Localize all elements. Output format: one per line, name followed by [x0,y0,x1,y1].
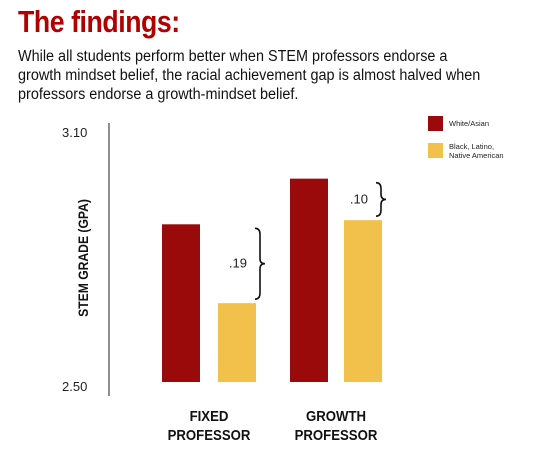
page-title: The findings: [18,4,180,39]
gap-label-1: .10 [350,191,368,206]
x-category-label-0-0: FIXED [190,407,229,424]
legend-swatch-1 [428,143,443,158]
gap-bracket-0 [254,227,266,300]
bar-black-latino-native-fixed [218,303,256,382]
gap-label-0: .19 [229,256,247,271]
y-axis-label: STEM GRADE (GPA) [75,199,91,317]
bar-black-latino-native-growth [344,220,382,382]
x-category-label-1-0: GROWTH [306,407,366,424]
y-tick-label-bottom: 2.50 [62,379,87,394]
x-category-label-0-1: PROFESSOR [168,426,251,443]
legend-label-1-0: Black, Latino, [449,142,494,151]
legend-label-0-0: White/Asian [449,119,489,128]
bar-white-asian-fixed [162,224,200,382]
page-subtitle: While all students perform better when S… [18,48,481,103]
legend-swatch-0 [428,116,443,131]
y-tick-label-top: 3.10 [62,125,87,140]
legend-label-1-1: Native American [449,151,504,160]
x-category-label-1-1: PROFESSOR [295,426,378,443]
bar-white-asian-growth [290,178,328,382]
gap-bracket-1 [375,181,387,217]
